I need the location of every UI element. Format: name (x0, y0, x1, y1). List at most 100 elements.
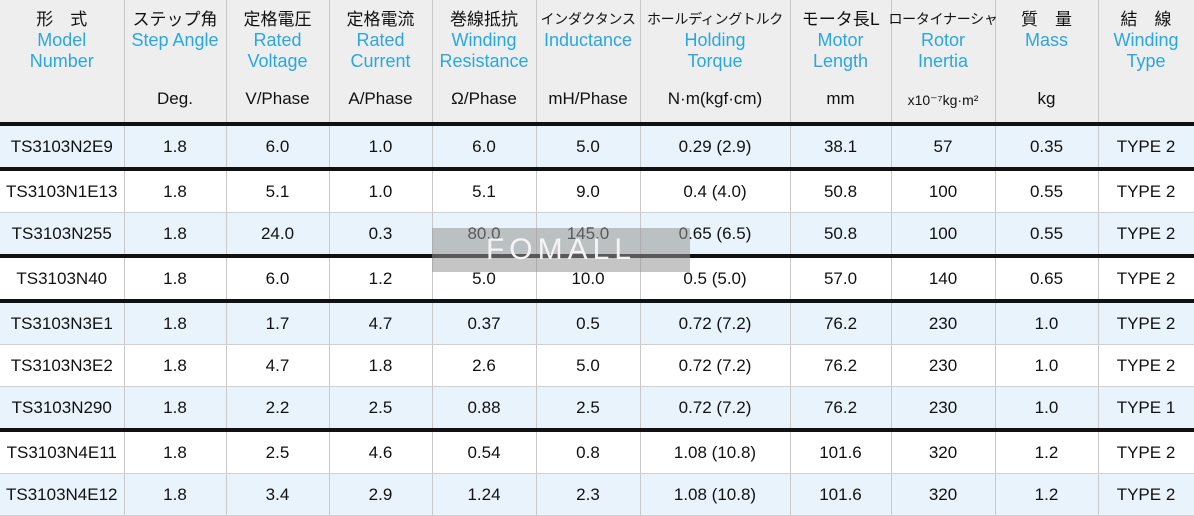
header-unit: mm (826, 89, 855, 108)
table-cell: 1.0 (328, 167, 433, 213)
table-cell: 5.1 (225, 167, 330, 213)
table-cell: 0.72 (7.2) (639, 344, 791, 387)
table-cell: 101.6 (789, 428, 892, 474)
table-cell: 1.24 (431, 473, 537, 516)
header-en-label: Mass (1024, 30, 1068, 50)
table-row: TS3103N1E13 1.8 5.1 1.0 5.1 9.0 0.4 (4.0) 50.8 1… (0, 167, 1194, 213)
table-cell: 76.2 (789, 344, 892, 387)
table-cell: 1.8 (123, 344, 227, 387)
header-en-label: Type (1126, 51, 1166, 71)
table-cell: 1.0 (994, 344, 1099, 387)
table-cell: TYPE 2 (1097, 473, 1194, 516)
header-unit: x10⁻⁷kg·m² (907, 92, 979, 108)
table-cell: 57.0 (789, 254, 892, 302)
table-cell: 2.3 (535, 473, 641, 516)
table-cell: 50.8 (789, 167, 892, 213)
header-jp-label: 定格電流 (346, 10, 415, 30)
table-cell: 2.2 (225, 386, 330, 431)
col-header-winding-resistance: 巻線抵抗 Winding Resistance Ω/Phase (431, 0, 537, 126)
col-header-rated-current: 定格電流 Rated Current A/Phase (328, 0, 433, 126)
table-cell: 0.29 (2.9) (639, 124, 791, 170)
header-unit: Deg. (157, 89, 193, 108)
header-unit: kg (1037, 89, 1056, 108)
table-cell: 0.55 (994, 167, 1099, 213)
table-cell: 1.8 (123, 167, 227, 213)
header-jp-label: ホールディングトルク (646, 12, 784, 28)
col-header-step-angle: ステップ角 Step Angle Deg. (123, 0, 227, 126)
col-header-inductance: インダクタンス Inductance mH/Phase (535, 0, 641, 126)
table-cell: 6.0 (225, 254, 330, 302)
table-cell: 9.0 (535, 167, 641, 213)
table-cell: 1.8 (123, 212, 227, 257)
table-cell: 0.4 (4.0) (639, 167, 791, 213)
col-header-model-number: 形 式 Model Number (0, 0, 125, 126)
table-cell: 1.8 (123, 428, 227, 474)
table-cell: 0.5 (535, 299, 641, 345)
table-row: TS3103N290 1.8 2.2 2.5 0.88 2.5 0.72 (7.2) 76.2… (0, 386, 1194, 431)
header-en-label: Inductance (543, 30, 633, 50)
table-cell: 38.1 (789, 124, 892, 170)
header-jp-label: 巻線抵抗 (450, 10, 518, 30)
header-row: 形 式 Model Number ステップ角 Step Angle Deg. 定… (0, 0, 1194, 126)
table-cell: 100 (890, 167, 996, 213)
table-row: TS3103N4E12 1.8 3.4 2.9 1.24 2.3 1.08 (10.8) 10… (0, 473, 1194, 516)
table-cell: TYPE 1 (1097, 386, 1194, 431)
header-unit: Ω/Phase (451, 89, 517, 108)
model-number-cell: TS3103N2E9 (0, 124, 125, 170)
table-cell: 0.35 (994, 124, 1099, 170)
table-cell: TYPE 2 (1097, 212, 1194, 257)
table-cell: TYPE 2 (1097, 344, 1194, 387)
table-cell: 1.08 (10.8) (639, 473, 791, 516)
header-jp-label: インダクタンス (540, 12, 636, 28)
table-cell: 1.0 (994, 299, 1099, 345)
table-cell: 4.7 (328, 299, 433, 345)
table-cell: 0.88 (431, 386, 537, 431)
table-cell: 230 (890, 299, 996, 345)
table-cell: 2.5 (535, 386, 641, 431)
table-row: TS3103N4E11 1.8 2.5 4.6 0.54 0.8 1.08 (10.8) 10… (0, 428, 1194, 474)
table-cell: 1.8 (123, 299, 227, 345)
header-jp-label: 定格電圧 (243, 10, 312, 30)
header-en-label: Rotor (920, 30, 965, 50)
header-en-label: Length (812, 51, 869, 71)
table-cell: 230 (890, 344, 996, 387)
table-cell: 5.0 (535, 124, 641, 170)
table-cell: 101.6 (789, 473, 892, 516)
table-cell: 1.8 (328, 344, 433, 387)
header-en-label: Voltage (247, 51, 308, 71)
table-cell: 1.2 (328, 254, 433, 302)
table-cell: 1.8 (123, 124, 227, 170)
table-cell: 2.6 (431, 344, 537, 387)
table-cell: 4.7 (225, 344, 330, 387)
table-cell: 0.3 (328, 212, 433, 257)
header-jp-label: 質 量 (1021, 10, 1072, 30)
header-en-label: Winding (451, 30, 517, 50)
col-header-winding-type: 結 線 Winding Type (1097, 0, 1194, 126)
col-header-motor-length: モータ長L Motor Length mm (789, 0, 892, 126)
header-jp-label: 形 式 (36, 10, 88, 30)
model-number-cell: TS3103N3E2 (0, 344, 125, 387)
header-en-label: Holding (684, 30, 746, 50)
table-cell: 0.72 (7.2) (639, 299, 791, 345)
model-number-cell: TS3103N40 (0, 254, 125, 302)
header-en-label: Model (37, 30, 87, 50)
table-cell: 0.65 (994, 254, 1099, 302)
table-cell: 0.72 (7.2) (639, 386, 791, 431)
table-cell: 0.8 (535, 428, 641, 474)
header-en-label: Winding (1113, 30, 1179, 50)
table-cell: 1.8 (123, 473, 227, 516)
header-unit: mH/Phase (548, 89, 628, 108)
model-number-cell: TS3103N3E1 (0, 299, 125, 345)
table-cell: 1.0 (328, 124, 433, 170)
header-jp-label: ステップ角 (132, 10, 218, 30)
watermark: FOMALL (432, 228, 690, 272)
header-unit: A/Phase (348, 89, 413, 108)
table-cell: 6.0 (225, 124, 330, 170)
table-cell: 6.0 (431, 124, 537, 170)
table-cell: 320 (890, 473, 996, 516)
table-cell: 5.1 (431, 167, 537, 213)
model-number-cell: TS3103N4E11 (0, 428, 125, 474)
header-en-label: Current (350, 51, 411, 71)
model-number-cell: TS3103N290 (0, 386, 125, 431)
